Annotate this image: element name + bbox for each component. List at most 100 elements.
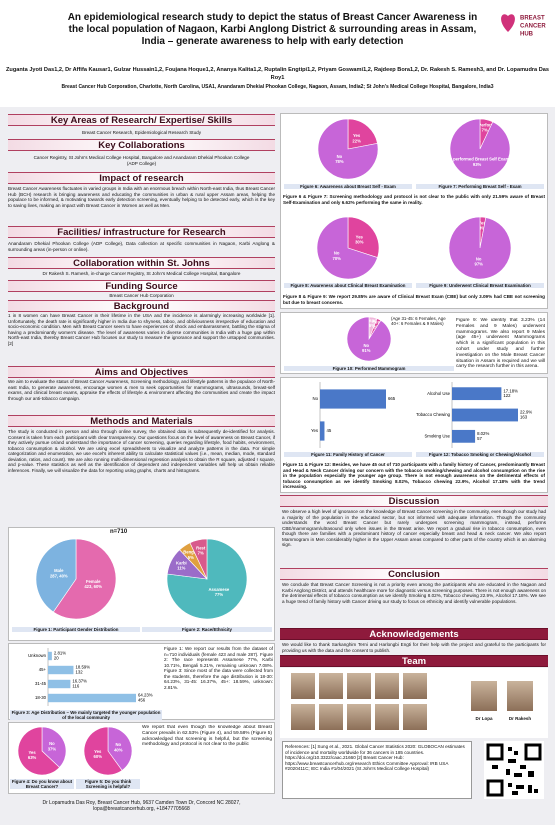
value-label: 57 xyxy=(477,436,482,441)
pie-slice xyxy=(347,216,380,258)
figure-caption: Figure 1: Participant Gender Distributio… xyxy=(12,627,140,632)
figure-caption: Figure 11: Family History of Cancer xyxy=(284,452,412,457)
figure-caption: Figure 6: Awareness about Breast Self - … xyxy=(284,184,412,189)
slice-label: Yes xyxy=(373,319,381,324)
title: An epidemiological research study to dep… xyxy=(67,12,478,47)
slice-label: Yes xyxy=(28,750,36,755)
value-label: 20 xyxy=(54,656,59,661)
pie-slice xyxy=(448,216,512,280)
photo xyxy=(402,703,428,731)
slice-value: 77% xyxy=(215,592,224,597)
figure-caption: Figure 4: Do you know about Breast Cance… xyxy=(10,779,74,789)
category-label: Alcohol Use xyxy=(427,391,451,396)
section-heading: Background xyxy=(8,300,275,312)
pie-slice xyxy=(189,538,208,580)
section-text: Breast Cancer Hub Corporation xyxy=(109,293,174,298)
section-heading: Facilities/ infrastructure for Research xyxy=(8,226,275,238)
bar xyxy=(452,429,476,443)
category-label: Tobacco Chewing xyxy=(416,412,451,417)
slice-value: 37% xyxy=(48,746,57,751)
value-label: 17.18% xyxy=(503,388,518,393)
slice-label: No xyxy=(115,742,121,747)
figure-notes: We report that even though the knowledge… xyxy=(142,725,272,748)
logo-text: HUB xyxy=(520,32,534,38)
photo xyxy=(374,703,400,731)
value-label: 45 xyxy=(326,428,331,433)
figure-notes: Figure 1: We report our results from the… xyxy=(164,646,273,690)
value-label: 116 xyxy=(72,684,79,689)
section-text: The study is conducted in person and als… xyxy=(8,429,275,473)
slice-value: 11% xyxy=(177,566,185,571)
pie-slice xyxy=(17,726,60,776)
photo xyxy=(506,680,534,712)
figure-caption: Figure 7: Performing Breast Self - Exam xyxy=(416,184,544,189)
section-heading: Acknowledgements xyxy=(280,628,548,640)
slice-label: Yes xyxy=(478,220,486,225)
figure-caption: Figure 2: Race/Ethnicity xyxy=(142,627,272,632)
section-heading: Methods and Materials xyxy=(8,415,275,427)
slice-label: Female xyxy=(86,579,101,584)
bar xyxy=(48,679,71,689)
section-heading: Team xyxy=(280,655,548,667)
photo xyxy=(290,703,316,731)
slice-value: 30% xyxy=(355,240,364,245)
slice-label: Karbi xyxy=(176,560,187,565)
logo-icon xyxy=(501,14,515,32)
category-label: No xyxy=(313,396,319,401)
category-label: Yes xyxy=(311,428,318,433)
value-label: 64.23% xyxy=(138,693,153,698)
pie-slice xyxy=(35,538,77,613)
slice-label: Not responded xyxy=(357,318,387,323)
section-heading: Discussion xyxy=(280,495,548,507)
section-text: We would like to thank Sarkanghim Terni … xyxy=(282,642,546,653)
value-label: 8.02% xyxy=(477,431,489,436)
photo xyxy=(346,703,372,731)
photo xyxy=(318,672,344,700)
slice-value: 7% xyxy=(482,128,488,133)
sample-size: n=710 xyxy=(110,529,128,535)
slice-label: No xyxy=(363,343,369,348)
slice-value: 93% xyxy=(473,162,482,167)
section-text: Breast Cancer Awareness fluctuates in va… xyxy=(8,186,275,208)
value-label: 2.81% xyxy=(54,651,66,656)
bar xyxy=(48,665,74,675)
slice-value: 5% xyxy=(188,555,194,560)
logo-text: CANCER xyxy=(520,24,546,30)
logo-text: BREAST xyxy=(520,16,545,22)
photo xyxy=(290,672,316,700)
slice-value: 7% xyxy=(198,551,204,556)
logo: BREAST CANCER HUB xyxy=(501,14,546,38)
slice-label: Male xyxy=(54,568,64,573)
references: References: [1] Sung et al., 2021. Globa… xyxy=(282,741,472,799)
pie-slice xyxy=(52,538,117,620)
slice-value: 22% xyxy=(352,138,361,143)
slice-value: 63% xyxy=(28,755,37,760)
figure-caption: Figure 10: Performed Mammogram xyxy=(284,366,454,371)
section-text: Dr Rakesh S. Ramesh, in-charge Cancer Re… xyxy=(42,271,241,276)
team-name: Dr Rakesh xyxy=(508,716,532,721)
section-heading: Conclusion xyxy=(280,568,548,580)
figure-notes: Figure 6 & Figure 7: Screening methodolo… xyxy=(283,194,545,205)
qr-finder xyxy=(486,743,542,797)
slice-label: No xyxy=(476,256,482,261)
authors: Zuganta Jyoti Das1,2, Dr Affifa Kausar1,… xyxy=(6,67,549,81)
section-text: We conclude that Breast Cancer Screening… xyxy=(282,582,546,604)
pie-slice xyxy=(316,216,378,280)
section-text: Anandaram Dhekial Phookan College (ADP C… xyxy=(8,241,275,252)
slice-value: 287, 40% xyxy=(50,573,68,578)
section-heading: Funding Source xyxy=(8,280,275,292)
slice-value: 3% xyxy=(479,225,485,230)
pie-slice xyxy=(449,118,511,180)
slice-value: 91% xyxy=(362,348,371,353)
section-heading: Key Areas of Research/ Expertise/ Skills xyxy=(8,114,275,126)
pie-slice xyxy=(346,316,392,362)
section-heading: Aims and Objectives xyxy=(8,366,275,378)
bar xyxy=(48,651,52,661)
slice-label: Yes xyxy=(356,234,364,239)
